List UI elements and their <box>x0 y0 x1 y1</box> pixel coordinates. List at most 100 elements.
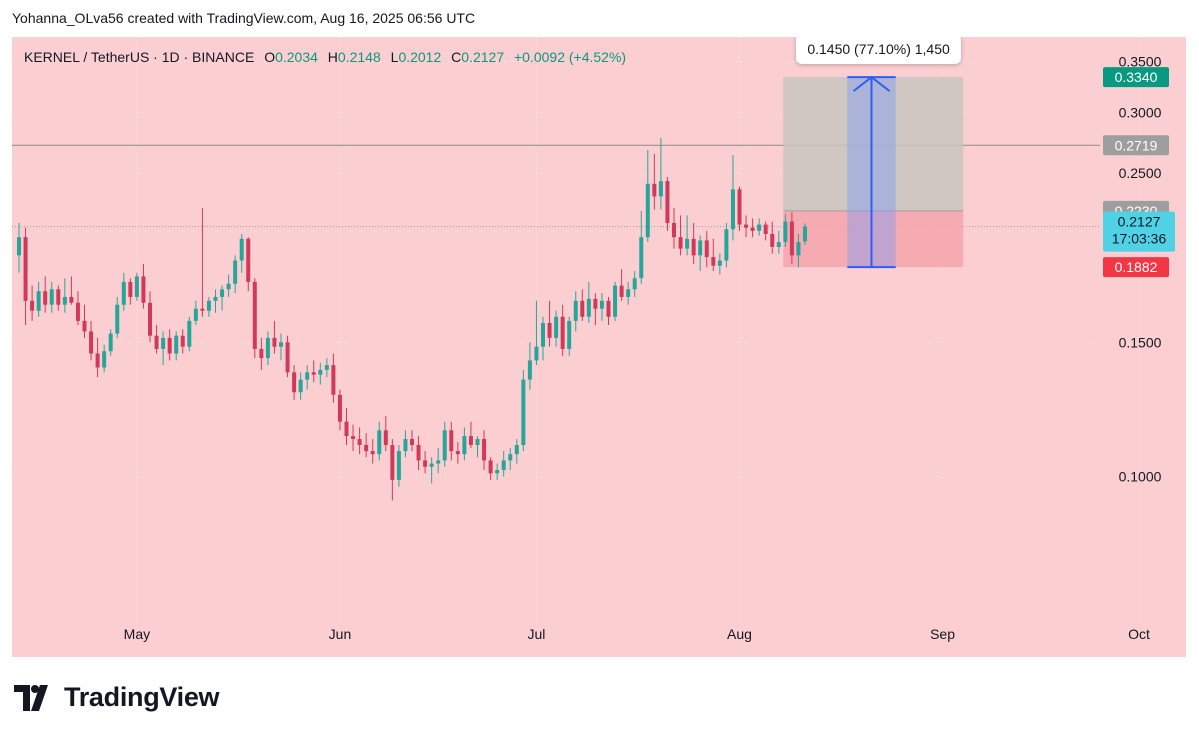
candle-body[interactable] <box>580 300 585 317</box>
candle-body[interactable] <box>547 322 552 338</box>
candle-body[interactable] <box>213 296 218 301</box>
candle-body[interactable] <box>30 300 35 311</box>
candle-body[interactable] <box>187 320 192 347</box>
candle-body[interactable] <box>390 444 395 480</box>
candle-body[interactable] <box>541 322 545 347</box>
profit-zone[interactable] <box>783 77 964 211</box>
candle-body[interactable] <box>645 183 650 238</box>
candle-body[interactable] <box>226 283 231 290</box>
candle-body[interactable] <box>148 302 152 336</box>
candle-body[interactable] <box>252 281 257 349</box>
candle-body[interactable] <box>527 360 532 380</box>
candle-body[interactable] <box>115 304 120 334</box>
candle-body[interactable] <box>43 291 48 305</box>
candle-body[interactable] <box>619 285 624 297</box>
candle-body[interactable] <box>75 302 80 321</box>
candle-body[interactable] <box>272 337 277 347</box>
candle-body[interactable] <box>56 289 61 305</box>
candle-body[interactable] <box>599 300 604 309</box>
candle-body[interactable] <box>685 238 690 249</box>
candle-body[interactable] <box>167 337 172 354</box>
candle-body[interactable] <box>455 451 460 455</box>
candlestick-chart[interactable]: May Jun Jul Aug Sep Oct 0.3500 0.3000 0.2500 0.15… <box>12 37 1186 657</box>
candle-body[interactable] <box>658 181 663 197</box>
candle-body[interactable] <box>783 221 788 243</box>
candle-body[interactable] <box>560 316 565 349</box>
candle-body[interactable] <box>488 460 493 474</box>
candle-body[interactable] <box>737 189 742 225</box>
candle-body[interactable] <box>789 221 794 256</box>
candle-body[interactable] <box>396 451 401 480</box>
candle-body[interactable] <box>704 240 709 258</box>
candle-body[interactable] <box>180 335 185 347</box>
candle-body[interactable] <box>233 260 238 284</box>
candle-body[interactable] <box>403 439 408 452</box>
candle-body[interactable] <box>108 333 113 352</box>
candle-body[interactable] <box>606 300 611 317</box>
candle-body[interactable] <box>567 320 572 349</box>
candle-body[interactable] <box>468 436 473 445</box>
candle-body[interactable] <box>331 365 336 395</box>
candle-body[interactable] <box>416 444 421 461</box>
candle-body[interactable] <box>763 224 768 234</box>
candle-body[interactable] <box>357 439 362 445</box>
candle-body[interactable] <box>632 278 637 290</box>
candle-body[interactable] <box>128 281 133 297</box>
candle-body[interactable] <box>259 348 264 359</box>
candle-body[interactable] <box>344 421 349 437</box>
candle-body[interactable] <box>423 460 428 467</box>
candle-body[interactable] <box>495 470 500 474</box>
candle-body[interactable] <box>514 444 519 455</box>
candle-body[interactable] <box>285 342 290 373</box>
candle-body[interactable] <box>206 300 211 311</box>
candle-body[interactable] <box>49 289 54 305</box>
candle-body[interactable] <box>462 436 467 455</box>
candle-body[interactable] <box>626 289 631 297</box>
candle-body[interactable] <box>17 237 21 256</box>
candle-body[interactable] <box>174 335 179 354</box>
candle-body[interactable] <box>521 379 526 445</box>
candle-body[interactable] <box>501 460 506 471</box>
candle-body[interactable] <box>298 379 303 393</box>
candle-body[interactable] <box>613 285 618 317</box>
candle-body[interactable] <box>796 242 801 256</box>
candle-body[interactable] <box>573 300 578 321</box>
candle-body[interactable] <box>246 238 251 282</box>
candle-body[interactable] <box>82 320 87 332</box>
candle-body[interactable] <box>36 291 41 311</box>
candle-body[interactable] <box>383 430 388 445</box>
candle-body[interactable] <box>324 365 329 370</box>
candle-body[interactable] <box>351 436 356 440</box>
measure-label[interactable]: 0.1450 (77.10%) 1,450 <box>796 37 961 65</box>
candle-body[interactable] <box>161 337 166 349</box>
candle-body[interactable] <box>449 430 454 452</box>
candle-body[interactable] <box>95 353 100 368</box>
candle-body[interactable] <box>102 351 107 368</box>
candle-body[interactable] <box>279 342 283 347</box>
candle-body[interactable] <box>121 281 126 305</box>
candle-body[interactable] <box>265 337 270 359</box>
candle-body[interactable] <box>370 451 375 455</box>
candle-body[interactable] <box>482 439 487 461</box>
candle-body[interactable] <box>534 346 539 361</box>
candle-body[interactable] <box>364 444 369 452</box>
candle-body[interactable] <box>724 229 729 261</box>
candle-body[interactable] <box>311 372 316 375</box>
candle-body[interactable] <box>593 298 598 309</box>
candle-body[interactable] <box>776 242 781 247</box>
candle-body[interactable] <box>89 331 94 354</box>
candle-body[interactable] <box>586 298 591 317</box>
candle-body[interactable] <box>69 296 74 303</box>
candle-body[interactable] <box>770 233 775 247</box>
candle-body[interactable] <box>442 430 447 461</box>
candle-body[interactable] <box>639 237 644 279</box>
candle-body[interactable] <box>154 335 159 349</box>
candle-body[interactable] <box>672 223 676 238</box>
candle-body[interactable] <box>377 430 382 455</box>
candle-body[interactable] <box>508 454 513 461</box>
risk-zone[interactable] <box>783 210 964 268</box>
price-tag[interactable] <box>1103 67 1169 88</box>
price-tag[interactable] <box>1103 257 1169 278</box>
candle-body[interactable] <box>717 260 722 266</box>
candle-body[interactable] <box>193 308 198 321</box>
